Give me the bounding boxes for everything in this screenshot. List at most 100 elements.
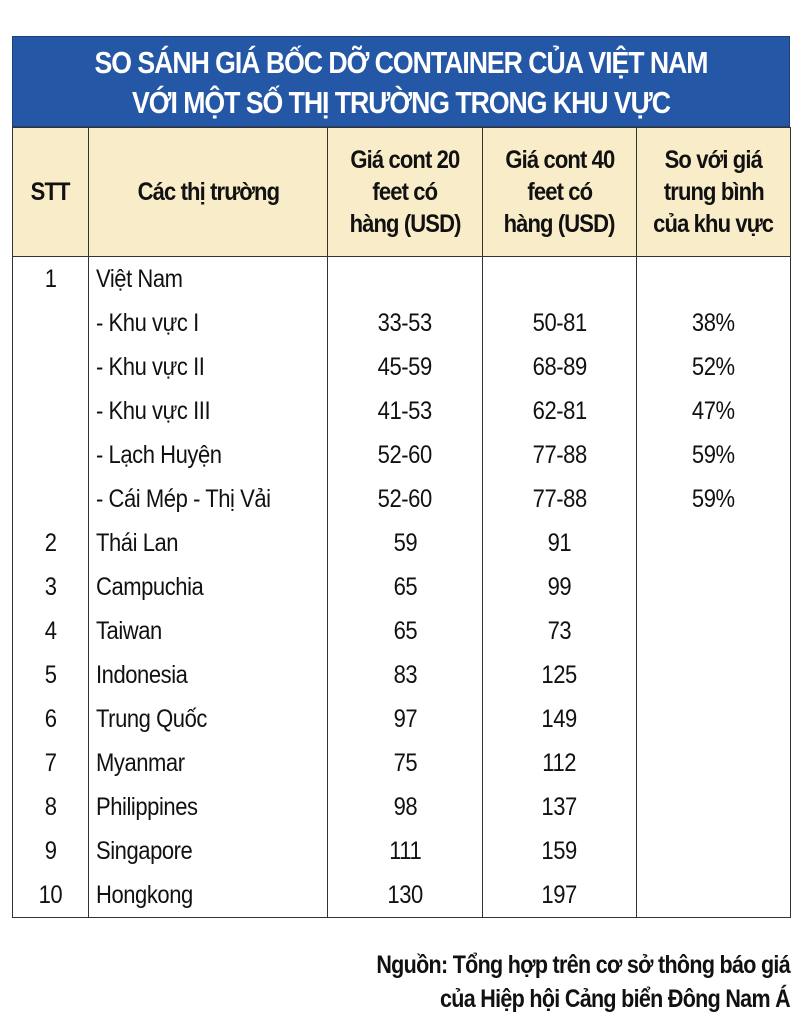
column-header-text: So với giá xyxy=(664,146,763,174)
market-cell: Myanmar xyxy=(88,741,328,785)
vs-average-cell xyxy=(636,697,791,741)
column-header-text: trung bình xyxy=(663,178,765,206)
stt-cell: 5 xyxy=(12,653,89,697)
cell-text: 59% xyxy=(692,440,735,469)
price-table-infographic: SO SÁNH GIÁ BỐC DỠ CONTAINER CỦA VIỆT NA… xyxy=(12,36,791,918)
stt-cell xyxy=(12,345,89,389)
vs-average-cell xyxy=(636,521,791,565)
price-40ft-cell: 77-88 xyxy=(482,433,637,477)
price-20ft-cell: 98 xyxy=(327,785,483,829)
cell-text: 159 xyxy=(541,836,578,865)
stt-cell: 1 xyxy=(12,256,89,301)
column-header-text: hàng (USD) xyxy=(504,210,616,238)
vs-average-cell xyxy=(636,653,791,697)
stt-cell xyxy=(12,477,89,521)
stt-cell: 6 xyxy=(12,697,89,741)
cell-text: 62-81 xyxy=(532,396,587,425)
cell-text: 77-88 xyxy=(532,440,587,469)
vs-average-cell xyxy=(636,829,791,873)
table-row: 10 Hongkong 130 197 xyxy=(12,873,791,918)
column-header: STT xyxy=(12,127,89,257)
table-row: 8 Philippines 98 137 xyxy=(12,785,791,829)
column-header-text: feet có xyxy=(527,178,593,206)
cell-text: 52% xyxy=(692,352,735,381)
column-header-text: của khu vực xyxy=(653,210,775,238)
price-20ft-cell xyxy=(327,256,483,301)
price-40ft-cell: 197 xyxy=(482,873,637,918)
cell-text: 59 xyxy=(393,528,417,557)
vs-average-cell xyxy=(636,609,791,653)
vs-average-cell: 59% xyxy=(636,433,791,477)
table-row: 3 Campuchia 65 99 xyxy=(12,565,791,609)
column-header: Giá cont 40 feet có hàng (USD) xyxy=(482,127,637,257)
source-note: Nguồn: Tổng hợp trên cơ sở thông báo giá… xyxy=(309,948,790,1016)
vs-average-cell xyxy=(636,873,791,918)
stt-cell xyxy=(12,433,89,477)
title-line: SO SÁNH GIÁ BỐC DỠ CONTAINER CỦA VIỆT NA… xyxy=(94,45,709,80)
stt-cell: 3 xyxy=(12,565,89,609)
price-40ft-cell: 137 xyxy=(482,785,637,829)
price-20ft-cell: 83 xyxy=(327,653,483,697)
cell-text: 8 xyxy=(44,792,57,821)
price-20ft-cell: 130 xyxy=(327,873,483,918)
price-20ft-cell: 65 xyxy=(327,565,483,609)
price-40ft-cell: 91 xyxy=(482,521,637,565)
price-40ft-cell xyxy=(482,256,637,301)
price-20ft-cell: 75 xyxy=(327,741,483,785)
column-header-text: Các thị trường xyxy=(137,178,279,206)
vs-average-cell xyxy=(636,785,791,829)
table-row: - Khu vực I 33-53 50-81 38% xyxy=(12,301,791,345)
table-row: 9 Singapore 111 159 xyxy=(12,829,791,873)
cell-text: 111 xyxy=(388,836,422,865)
stt-cell: 2 xyxy=(12,521,89,565)
cell-text: - Cái Mép - Thị Vải xyxy=(96,484,271,513)
table-row: 1 Việt Nam xyxy=(12,256,791,301)
cell-text: 197 xyxy=(541,880,578,909)
cell-text: - Lạch Huyện xyxy=(96,440,222,469)
source-line: của Hiệp hội Cảng biển Đông Nam Á xyxy=(440,985,791,1013)
table-row: - Khu vực III 41-53 62-81 47% xyxy=(12,389,791,433)
cell-text: Thái Lan xyxy=(96,528,179,557)
vs-average-cell xyxy=(636,741,791,785)
column-header: So với giá trung bình của khu vực xyxy=(636,127,791,257)
cell-text: 77-88 xyxy=(532,484,587,513)
price-20ft-cell: 65 xyxy=(327,609,483,653)
price-40ft-cell: 73 xyxy=(482,609,637,653)
cell-text: 125 xyxy=(541,660,578,689)
stt-cell: 9 xyxy=(12,829,89,873)
cell-text: 97 xyxy=(393,704,417,733)
table-row: 4 Taiwan 65 73 xyxy=(12,609,791,653)
cell-text: Trung Quốc xyxy=(96,704,207,733)
cell-text: 98 xyxy=(393,792,417,821)
price-20ft-cell: 111 xyxy=(327,829,483,873)
column-header-text: feet có xyxy=(372,178,439,206)
market-cell: Singapore xyxy=(88,829,328,873)
cell-text: Singapore xyxy=(96,836,193,865)
cell-text: Việt Nam xyxy=(96,264,183,293)
cell-text: 75 xyxy=(393,748,417,777)
cell-text: 149 xyxy=(541,704,578,733)
cell-text: Indonesia xyxy=(96,660,188,689)
market-cell: Philippines xyxy=(88,785,328,829)
stt-cell: 4 xyxy=(12,609,89,653)
cell-text: 4 xyxy=(44,616,57,645)
table-row: 2 Thái Lan 59 91 xyxy=(12,521,791,565)
price-40ft-cell: 62-81 xyxy=(482,389,637,433)
cell-text: Campuchia xyxy=(96,572,204,601)
table-title: SO SÁNH GIÁ BỐC DỠ CONTAINER CỦA VIỆT NA… xyxy=(12,36,790,127)
column-header-text: hàng (USD) xyxy=(349,210,462,238)
market-cell: Hongkong xyxy=(88,873,328,918)
cell-text: 7 xyxy=(44,748,57,777)
cell-text: 68-89 xyxy=(532,352,587,381)
stt-cell: 8 xyxy=(12,785,89,829)
stt-cell xyxy=(12,389,89,433)
vs-average-cell xyxy=(636,256,791,301)
price-40ft-cell: 112 xyxy=(482,741,637,785)
price-20ft-cell: 97 xyxy=(327,697,483,741)
source-line: Nguồn: Tổng hợp trên cơ sở thông báo giá xyxy=(376,951,790,979)
cell-text: 65 xyxy=(393,572,417,601)
table-row: 7 Myanmar 75 112 xyxy=(12,741,791,785)
stt-cell: 10 xyxy=(12,873,89,918)
price-20ft-cell: 52-60 xyxy=(327,477,483,521)
price-40ft-cell: 68-89 xyxy=(482,345,637,389)
